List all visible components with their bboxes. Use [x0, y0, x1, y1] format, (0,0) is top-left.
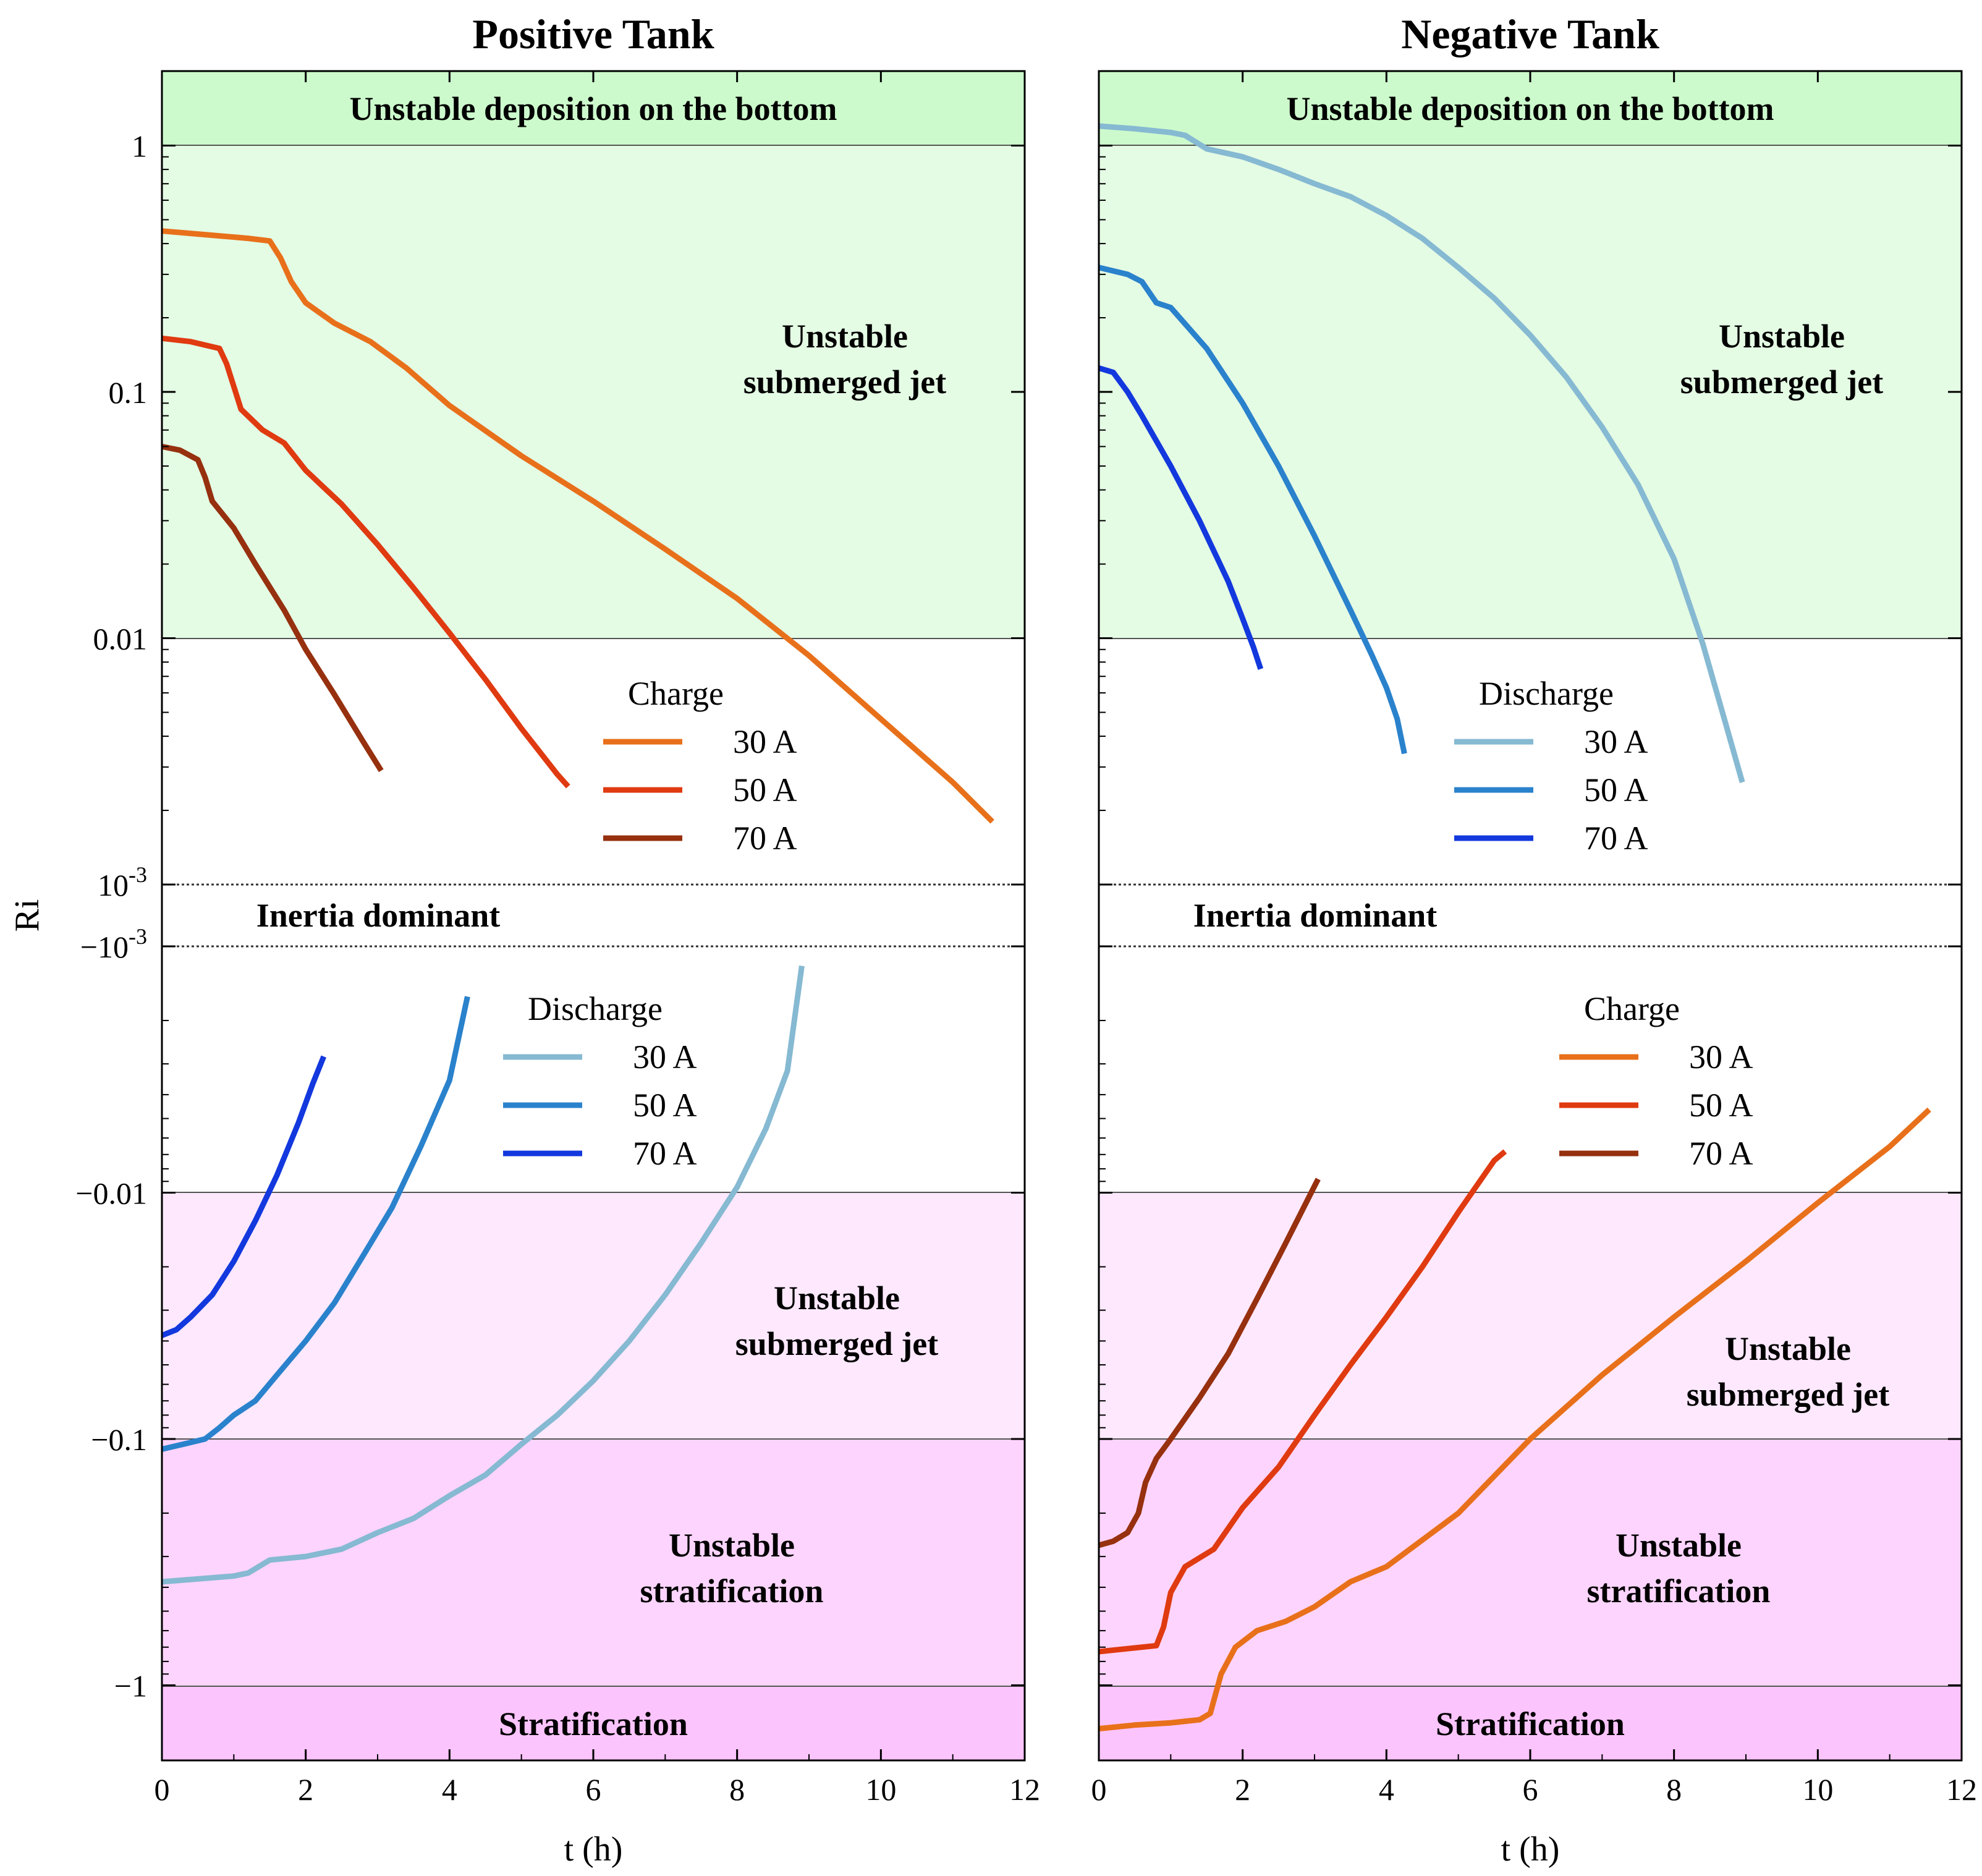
region-unstable-deposition	[1099, 71, 1962, 145]
x-tick-label: 4	[1379, 1772, 1394, 1807]
region-label-stratification: Stratification	[499, 1705, 688, 1742]
series-line-charge-50-a	[161, 335, 570, 789]
y-tick-label: −1	[114, 1669, 147, 1704]
panel-negative-tank: 0 2 4 6 8 10 12 t (h) Negative Tank Unstable depo…	[1091, 11, 1978, 1869]
x-tick-label: 2	[298, 1772, 313, 1807]
series-line-discharge-70-a	[1098, 365, 1264, 670]
region-label-unstable-deposition: Unstable deposition on the bottom	[1286, 90, 1774, 127]
panel-positive-tank: 0 2 4 6 8 10 12t (h)10.10.0110-3−10-3−0.01−0.1…	[8, 11, 1040, 1869]
y-axis-title: Ri	[8, 899, 46, 932]
legend-title: Charge	[1584, 990, 1680, 1027]
x-tick-label: 8	[1666, 1772, 1682, 1807]
region-unstable-jet-negative	[1099, 1192, 1962, 1439]
region-label-unstable-stratification-line1: Unstable	[669, 1527, 795, 1564]
x-tick-label: 6	[586, 1772, 601, 1807]
x-tick-label: 12	[1946, 1772, 1977, 1807]
panel-title: Positive Tank	[472, 11, 714, 57]
series-line-discharge-50-a	[1098, 265, 1407, 755]
region-blank-negative	[1099, 946, 1962, 1192]
series-line-discharge-30-a	[1098, 123, 1745, 783]
panel-title: Negative Tank	[1401, 11, 1659, 57]
x-tick-label: 10	[1802, 1772, 1833, 1807]
region-label-jet-negative-line2: submerged jet	[735, 1325, 938, 1362]
series-line-discharge-50-a	[161, 996, 470, 1452]
region-label-jet-positive-line2: submerged jet	[743, 363, 946, 401]
series-line-charge-30-a	[1098, 1107, 1931, 1732]
x-tick-label: 0	[1091, 1772, 1107, 1807]
legend-title: Discharge	[528, 990, 663, 1027]
legend-label: 70 A	[733, 820, 797, 857]
legend-upper: Discharge 30 A 50 A 70 A	[1454, 675, 1648, 857]
legend-label: 30 A	[733, 723, 797, 760]
region-label-unstable-stratification-line1: Unstable	[1616, 1527, 1742, 1564]
legend-title: Discharge	[1479, 675, 1614, 712]
region-label-jet-positive-line2: submerged jet	[1680, 363, 1883, 401]
region-unstable-stratification	[162, 1439, 1025, 1686]
x-tick-label: 10	[865, 1772, 896, 1807]
y-tick-label-base: −10	[80, 930, 129, 964]
region-blank-positive	[162, 639, 1025, 885]
x-tick-label: 6	[1523, 1772, 1538, 1807]
y-tick-label: −10-3	[80, 924, 147, 964]
region-label-inertia: Inertia dominant	[1193, 897, 1438, 934]
legend-label: 50 A	[633, 1087, 697, 1124]
legend-label: 50 A	[1584, 771, 1648, 809]
legend-label: 30 A	[1584, 723, 1648, 760]
y-tick-label: −0.01	[75, 1176, 147, 1211]
region-label-jet-positive-line1: Unstable	[1719, 318, 1845, 355]
y-tick-label-exponent: -3	[129, 924, 147, 949]
region-label-jet-negative-line1: Unstable	[1725, 1330, 1851, 1367]
region-label-unstable-stratification-line2: stratification	[640, 1573, 824, 1610]
region-label-jet-negative-line1: Unstable	[774, 1280, 900, 1317]
x-tick-label: 8	[729, 1772, 745, 1807]
region-label-unstable-stratification-line2: stratification	[1587, 1573, 1771, 1610]
series-line-discharge-70-a	[161, 1055, 326, 1338]
region-blank-positive	[1099, 639, 1962, 885]
region-label-jet-positive-line1: Unstable	[782, 318, 908, 355]
region-label-jet-negative-line2: submerged jet	[1687, 1376, 1889, 1413]
region-label-unstable-deposition: Unstable deposition on the bottom	[349, 90, 837, 127]
legend-title: Charge	[628, 675, 724, 712]
series-line-charge-70-a	[1098, 1178, 1321, 1548]
x-tick-label: 4	[442, 1772, 457, 1807]
region-blank-negative	[162, 946, 1025, 1192]
x-tick-label: 2	[1235, 1772, 1250, 1807]
y-tick-label: −0.1	[91, 1422, 147, 1457]
x-axis-title: t (h)	[1501, 1830, 1560, 1869]
legend-label: 50 A	[1689, 1087, 1753, 1124]
region-label-stratification: Stratification	[1436, 1705, 1625, 1742]
series-line-charge-30-a	[161, 228, 994, 824]
region-unstable-jet-negative	[162, 1192, 1025, 1439]
region-label-inertia: Inertia dominant	[256, 897, 501, 934]
y-tick-label: 10-3	[98, 862, 147, 902]
region-unstable-deposition	[162, 71, 1025, 145]
legend-label: 70 A	[1584, 820, 1648, 857]
y-tick-label-exponent: -3	[129, 862, 147, 887]
y-tick-label: 1	[132, 129, 147, 164]
legend-label: 30 A	[633, 1038, 697, 1076]
series-line-discharge-30-a	[161, 965, 805, 1585]
x-axis-title: t (h)	[564, 1830, 623, 1869]
x-tick-label: 12	[1009, 1772, 1040, 1807]
y-tick-label: 0.01	[93, 622, 148, 656]
legend-lower: Discharge 30 A 50 A 70 A	[503, 990, 697, 1172]
region-unstable-stratification	[1099, 1439, 1962, 1686]
series-line-charge-50-a	[1098, 1149, 1507, 1655]
x-tick-label: 0	[155, 1772, 170, 1807]
region-stratification	[1099, 1686, 1962, 1760]
legend-label: 70 A	[1689, 1135, 1753, 1172]
y-tick-label: 0.1	[109, 375, 148, 410]
y-tick-label-base: 10	[98, 868, 129, 902]
series-line-charge-70-a	[161, 443, 384, 773]
region-stratification	[162, 1686, 1025, 1760]
legend-label: 30 A	[1689, 1038, 1753, 1076]
legend-label: 70 A	[633, 1135, 697, 1172]
legend-label: 50 A	[733, 771, 797, 809]
